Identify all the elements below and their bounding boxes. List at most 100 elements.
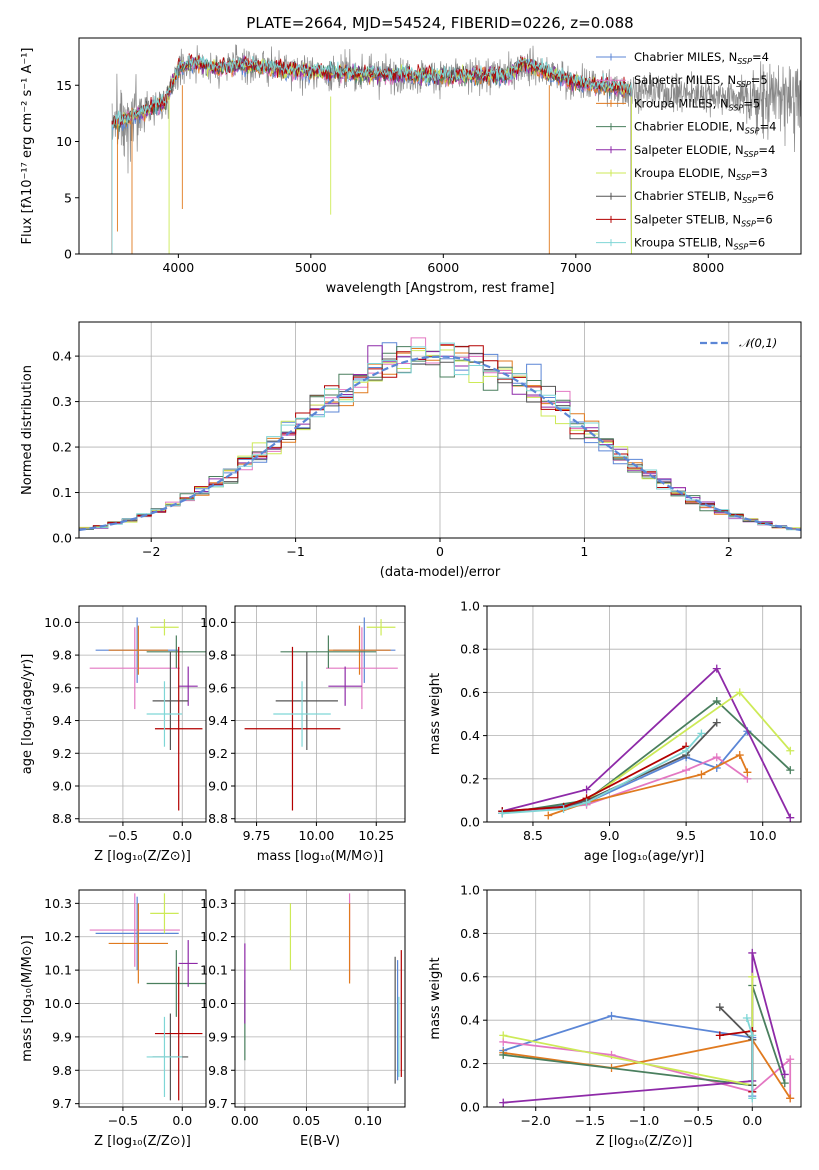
mass_vs_Z-frame xyxy=(78,889,207,1108)
mass_weight_vs_age-xtick-label: 9.5 xyxy=(676,828,696,843)
age_vs_Z-ytick-label: 9.0 xyxy=(52,779,72,794)
mass_weight_vs_Z-ylabel: mass weight xyxy=(428,957,443,1039)
age_vs_Z-ytick-label: 9.2 xyxy=(52,746,72,761)
spectrum-legend: Chabrier MILES, NSSP=4 Salpeter MILES, NS… xyxy=(596,50,776,252)
age_vs_Z-ytick-label: 10.0 xyxy=(44,615,72,630)
series-point-kroupa-stelib xyxy=(742,1014,751,1023)
series-point-chabrier-elodie xyxy=(712,697,721,706)
residuals-xtick-label: 0 xyxy=(436,544,444,559)
mass_weight_vs_age-ytick-label: 0.2 xyxy=(460,771,480,786)
mass_vs_EBV-ytick-label: 9.7 xyxy=(208,1096,228,1111)
age_vs_Z-ytick-label: 9.8 xyxy=(52,648,72,663)
mass_weight_vs_age-frame xyxy=(486,605,802,823)
age_vs_mass-xlabel: mass [log₁₀(M/M⊙)] xyxy=(257,849,384,864)
legend-label-normal: 𝒩(0,1) xyxy=(739,336,777,350)
legend-label-kroupa-stelib: Kroupa STELIB, NSSP=6 xyxy=(634,236,765,252)
series-point-kroupa-stelib xyxy=(582,798,591,807)
age_vs_mass-xtick-label: 9.75 xyxy=(243,828,271,843)
age_vs_mass-ytick-label: 9.6 xyxy=(208,680,228,695)
mass_weight_vs_age-ytick-label: 0.4 xyxy=(460,728,480,743)
mass_weight_vs_Z-plot-area xyxy=(499,948,795,1107)
mass_weight_vs_Z-ytick-label: 0.6 xyxy=(460,969,480,984)
residuals-xtick-label: 2 xyxy=(725,544,733,559)
mass_vs_EBV-plot-area xyxy=(244,893,402,1084)
mass_vs_EBV-ytick-label: 10.2 xyxy=(200,929,228,944)
residuals-ytick-label: 0.1 xyxy=(52,485,72,500)
spectrum-ytick-label: 5 xyxy=(64,190,72,205)
series-point-kroupa-stelib xyxy=(682,746,691,755)
residuals-ytick-label: 0.4 xyxy=(52,349,72,364)
series-point-kroupa-miles xyxy=(697,770,706,779)
residuals-xtick-label: −1 xyxy=(286,544,304,559)
series-point-kroupa-elodie xyxy=(786,746,795,755)
mass_vs_Z-ylabel: mass [log₁₀(M/M⊙)] xyxy=(20,935,35,1062)
mass_vs_EBV-ytick-label: 10.0 xyxy=(200,996,228,1011)
residuals-ytick-label: 0.3 xyxy=(52,394,72,409)
mass_weight_vs_Z-xtick-label: −2.0 xyxy=(521,1113,551,1128)
series-point-chabrier-elodie xyxy=(786,766,795,775)
mass_weight_vs_Z-ytick-label: 0.2 xyxy=(460,1056,480,1071)
mass_weight_vs_Z-panel: −2.0 −1.5 −1.0 −0.5 0.0 0.0 0.2 0.4 0.6 0.8 1.0 Z [… xyxy=(428,883,802,1149)
mass_weight_vs_Z-xtick-label: −0.5 xyxy=(683,1113,713,1128)
series-line-kroupa-miles xyxy=(503,1038,791,1099)
series-point-kroupa-elodie xyxy=(735,688,744,697)
residuals-xlabel: (data-model)/error xyxy=(380,565,501,580)
series-point-salpeter-elodie xyxy=(748,948,757,957)
residuals-ylabel: Normed distribution xyxy=(20,365,35,495)
mass_vs_EBV-ytick-label: 10.3 xyxy=(200,896,228,911)
series-point-kroupa-stelib xyxy=(748,1094,757,1103)
series-point-salpeter-elodie xyxy=(712,664,721,673)
series-point-kroupa-stelib xyxy=(559,805,568,814)
mass_vs_Z-ytick-label: 9.7 xyxy=(52,1096,72,1111)
spectrum-xtick-label: 8000 xyxy=(692,260,724,275)
mass_vs_Z-xlabel: Z [log₁₀(Z/Z⊙)] xyxy=(94,1134,191,1149)
mass_vs_EBV-panel: 0.00 0.05 0.10 9.7 9.8 9.9 10.0 10.1 10.2 10.3 E(B… xyxy=(200,889,406,1149)
mass_vs_Z-xtick-label: −0.5 xyxy=(108,1113,138,1128)
mass_vs_Z-ytick-label: 10.3 xyxy=(44,896,72,911)
series-point-chabrier-elodie xyxy=(499,1050,508,1059)
spectrum-xtick-label: 5000 xyxy=(295,260,327,275)
series-point-kroupa-stelib xyxy=(748,1031,757,1040)
mass_vs_EBV-xtick-label: 0.00 xyxy=(231,1113,259,1128)
age_vs_Z-ytick-label: 8.8 xyxy=(52,811,72,826)
mass_vs_EBV-xlabel: E(B-V) xyxy=(300,1134,340,1149)
mass_weight_vs_Z-xlabel: Z [log₁₀(Z/Z⊙)] xyxy=(596,1134,693,1149)
spectrum-panel: 4000 5000 6000 7000 8000 0 5 10 15 wavelength [An… xyxy=(20,37,802,296)
mass_vs_Z-ytick-label: 10.0 xyxy=(44,996,72,1011)
spectrum-ytick-label: 10 xyxy=(56,134,72,149)
spectrum-ylabel: Flux [fλ10⁻¹⁷ erg cm⁻² s⁻¹ A⁻¹] xyxy=(20,48,35,245)
age_vs_Z-ylabel: age [log₁₀(age/yr)] xyxy=(20,654,35,775)
series-point-salpeter-elodie xyxy=(499,1098,508,1107)
age_vs_mass-ytick-label: 9.4 xyxy=(208,713,228,728)
series-point-salpeter-elodie xyxy=(786,813,795,822)
series-point-kroupa-elodie xyxy=(499,1031,508,1040)
series-point-salpeter-miles xyxy=(712,753,721,762)
mass_vs_Z-ytick-label: 9.8 xyxy=(52,1063,72,1078)
age_vs_Z-xtick-label: 0.0 xyxy=(172,828,192,843)
age_vs_mass-xtick-label: 10.00 xyxy=(299,828,335,843)
mass_weight_vs_Z-xtick-label: 0.0 xyxy=(742,1113,762,1128)
mass_weight_vs_age-panel: 8.5 9.0 9.5 10.0 0.0 0.2 0.4 0.6 0.8 1.0 age [log₁… xyxy=(428,599,802,864)
model-spectrum-kroupa-elodie xyxy=(111,56,632,254)
series-point-kroupa-miles xyxy=(786,1094,795,1103)
mass_vs_Z-panel: −0.5 0.0 9.7 9.8 9.9 10.0 10.1 10.2 10.3 Z [log₁₀… xyxy=(20,889,207,1149)
mass_weight_vs_Z-xtick-label: −1.0 xyxy=(629,1113,659,1128)
mass_weight_vs_age-xtick-label: 10.0 xyxy=(749,828,777,843)
model-spectrum-kroupa-miles xyxy=(111,58,632,254)
mass_weight_vs_Z-xtick-label: −1.5 xyxy=(575,1113,605,1128)
spectrum-xtick-label: 7000 xyxy=(560,260,592,275)
mass_vs_Z-ytick-label: 9.9 xyxy=(52,1029,72,1044)
mass_vs_Z-ytick-label: 10.2 xyxy=(44,929,72,944)
series-point-chabrier-stelib xyxy=(712,718,721,727)
residuals-plot-area xyxy=(79,337,801,532)
age_vs_mass-plot-area xyxy=(244,617,398,811)
age_vs_Z-plot-area xyxy=(89,617,206,811)
mass_vs_EBV-ytick-label: 9.8 xyxy=(208,1063,228,1078)
legend-label-kroupa-elodie: Kroupa ELODIE, NSSP=3 xyxy=(634,166,768,182)
age_vs_mass-ytick-label: 9.0 xyxy=(208,779,228,794)
series-line-salpeter-stelib xyxy=(502,745,687,813)
mass_weight_vs_Z-ytick-label: 1.0 xyxy=(460,883,480,898)
mass_weight_vs_Z-ytick-label: 0.0 xyxy=(460,1100,480,1115)
mass_weight_vs_age-ytick-label: 1.0 xyxy=(460,599,480,614)
